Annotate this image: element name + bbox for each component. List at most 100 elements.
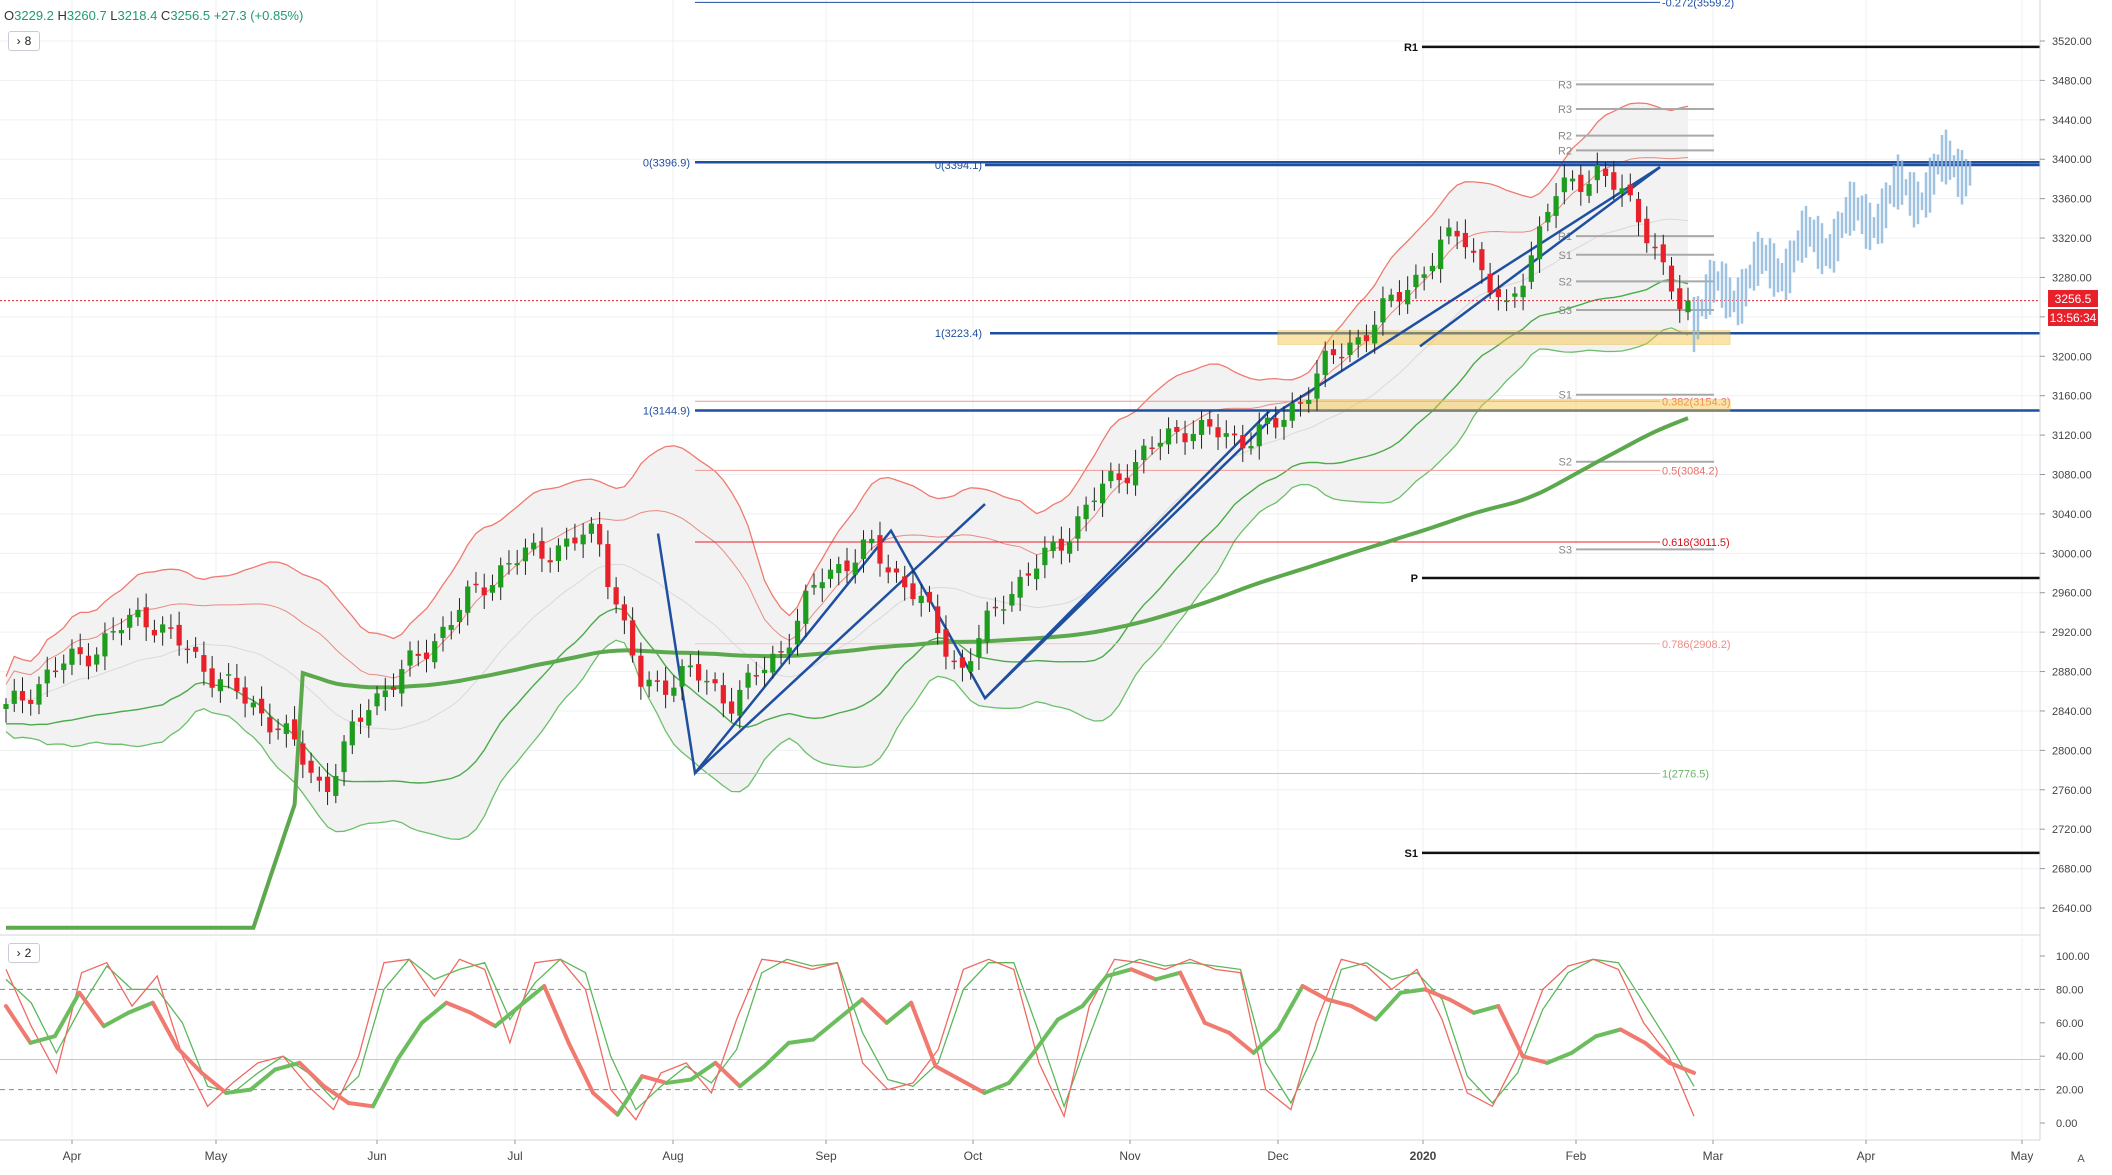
osc-main-segment bbox=[1349, 1004, 1378, 1022]
time-tick-label: May bbox=[205, 1149, 228, 1163]
candle-body bbox=[498, 565, 504, 588]
candle-body bbox=[992, 606, 999, 609]
candle-body bbox=[720, 685, 726, 704]
candle-body bbox=[1099, 483, 1106, 504]
candle-body bbox=[85, 655, 92, 667]
candle-body bbox=[1034, 568, 1040, 580]
osc-main-segment bbox=[615, 1074, 645, 1117]
osc-main-segment bbox=[1007, 1050, 1036, 1085]
osc-main-segment bbox=[1471, 1004, 1501, 1015]
candle-body bbox=[168, 627, 174, 629]
candle-body bbox=[366, 710, 372, 726]
osc-main-segment bbox=[542, 984, 571, 1045]
osc-main-segment bbox=[444, 1000, 473, 1015]
osc-main-segment bbox=[77, 990, 106, 1029]
candle-body bbox=[193, 646, 199, 652]
candle-body bbox=[1025, 573, 1031, 576]
candle-body bbox=[357, 717, 364, 722]
candle-body bbox=[605, 544, 611, 587]
candle-body bbox=[258, 698, 265, 714]
candle-body bbox=[465, 586, 471, 613]
osc-main-segment bbox=[1227, 1030, 1256, 1055]
osc-main-segment bbox=[958, 1077, 987, 1095]
price-axis-background bbox=[2040, 0, 2112, 1175]
candle-body bbox=[1528, 255, 1534, 282]
osc-tick-label: 80.00 bbox=[2056, 984, 2084, 996]
candle-body bbox=[1388, 294, 1394, 301]
candle-body bbox=[226, 674, 232, 676]
candle-body bbox=[473, 583, 479, 586]
candle-body bbox=[1009, 594, 1015, 606]
price-tick-label: 3080.00 bbox=[2052, 470, 2092, 482]
candle-body bbox=[184, 648, 190, 651]
candle-body bbox=[1108, 470, 1114, 482]
osc-main-segment bbox=[664, 1077, 693, 1085]
candle-body bbox=[588, 523, 595, 534]
moving-average bbox=[6, 416, 1689, 930]
candle-body bbox=[1569, 178, 1576, 182]
level-label: -0.272(3559.2) bbox=[1662, 0, 1734, 9]
time-tick-label: Dec bbox=[1267, 1149, 1288, 1163]
candle-body bbox=[514, 563, 520, 566]
osc-main-segment bbox=[1276, 984, 1305, 1032]
candle-body bbox=[1347, 342, 1353, 355]
price-tick-label: 2760.00 bbox=[2052, 785, 2092, 797]
price-tick-label: 3520.00 bbox=[2052, 36, 2092, 48]
candle-body bbox=[415, 653, 421, 656]
candle-body bbox=[885, 567, 891, 573]
candle-body bbox=[811, 584, 817, 588]
support-zone bbox=[1277, 330, 1731, 345]
high-label: H bbox=[57, 8, 67, 23]
osc-main-segment bbox=[1373, 990, 1403, 1022]
candle-body bbox=[597, 524, 603, 545]
low-label: L bbox=[110, 8, 118, 23]
level-label: 1(3144.9) bbox=[643, 406, 690, 418]
candle-body bbox=[951, 660, 957, 663]
open-label: O bbox=[4, 8, 15, 23]
candle-body bbox=[308, 760, 314, 773]
price-tick-label: 2680.00 bbox=[2052, 864, 2092, 876]
osc-main-segment bbox=[909, 1000, 938, 1069]
osc-pane-collapse-button[interactable]: › 2 bbox=[8, 943, 40, 963]
candle-body bbox=[275, 728, 281, 731]
candle-body bbox=[242, 687, 248, 704]
candle-body bbox=[1273, 418, 1279, 428]
candle-body bbox=[1363, 335, 1370, 342]
candle-body bbox=[135, 609, 141, 618]
candle-body bbox=[1660, 244, 1666, 263]
main-pane-collapse-button[interactable]: › 8 bbox=[8, 31, 40, 51]
candle-body bbox=[374, 693, 380, 707]
time-tick-label: Jun bbox=[367, 1149, 386, 1163]
osc-main-segment bbox=[1667, 1060, 1696, 1075]
osc-main-segment bbox=[419, 1000, 449, 1025]
candle-body bbox=[1190, 433, 1196, 442]
candle-body bbox=[547, 560, 553, 563]
candle-body bbox=[1083, 504, 1089, 520]
price-tick-label: 2840.00 bbox=[2052, 706, 2092, 718]
candle-body bbox=[316, 776, 322, 781]
candle-body bbox=[1306, 399, 1312, 404]
candle-body bbox=[151, 629, 158, 636]
price-tick-label: 2920.00 bbox=[2052, 627, 2092, 639]
candle-body bbox=[984, 610, 990, 643]
osc-main-segment bbox=[1055, 1004, 1085, 1022]
osc-tick-label: 100.00 bbox=[2056, 951, 2090, 963]
candle-body bbox=[1322, 350, 1328, 375]
pattern-leg bbox=[1279, 166, 1661, 412]
candle-body bbox=[143, 607, 149, 628]
auto-scale-button[interactable]: A bbox=[2077, 1153, 2085, 1165]
candle-body bbox=[893, 568, 900, 573]
candle-body bbox=[28, 700, 34, 704]
candle-body bbox=[968, 661, 974, 672]
last-price-tag: 3256.5 bbox=[2048, 290, 2098, 307]
candle-body bbox=[976, 638, 982, 658]
candle-body bbox=[1132, 462, 1139, 486]
candle-body bbox=[3, 704, 9, 709]
candle-body bbox=[531, 542, 537, 550]
candle-body bbox=[654, 680, 660, 682]
osc-main-segment bbox=[982, 1080, 1012, 1095]
candles bbox=[3, 152, 1691, 806]
price-tick-label: 3200.00 bbox=[2052, 351, 2092, 363]
osc-main-segment bbox=[591, 1090, 620, 1117]
